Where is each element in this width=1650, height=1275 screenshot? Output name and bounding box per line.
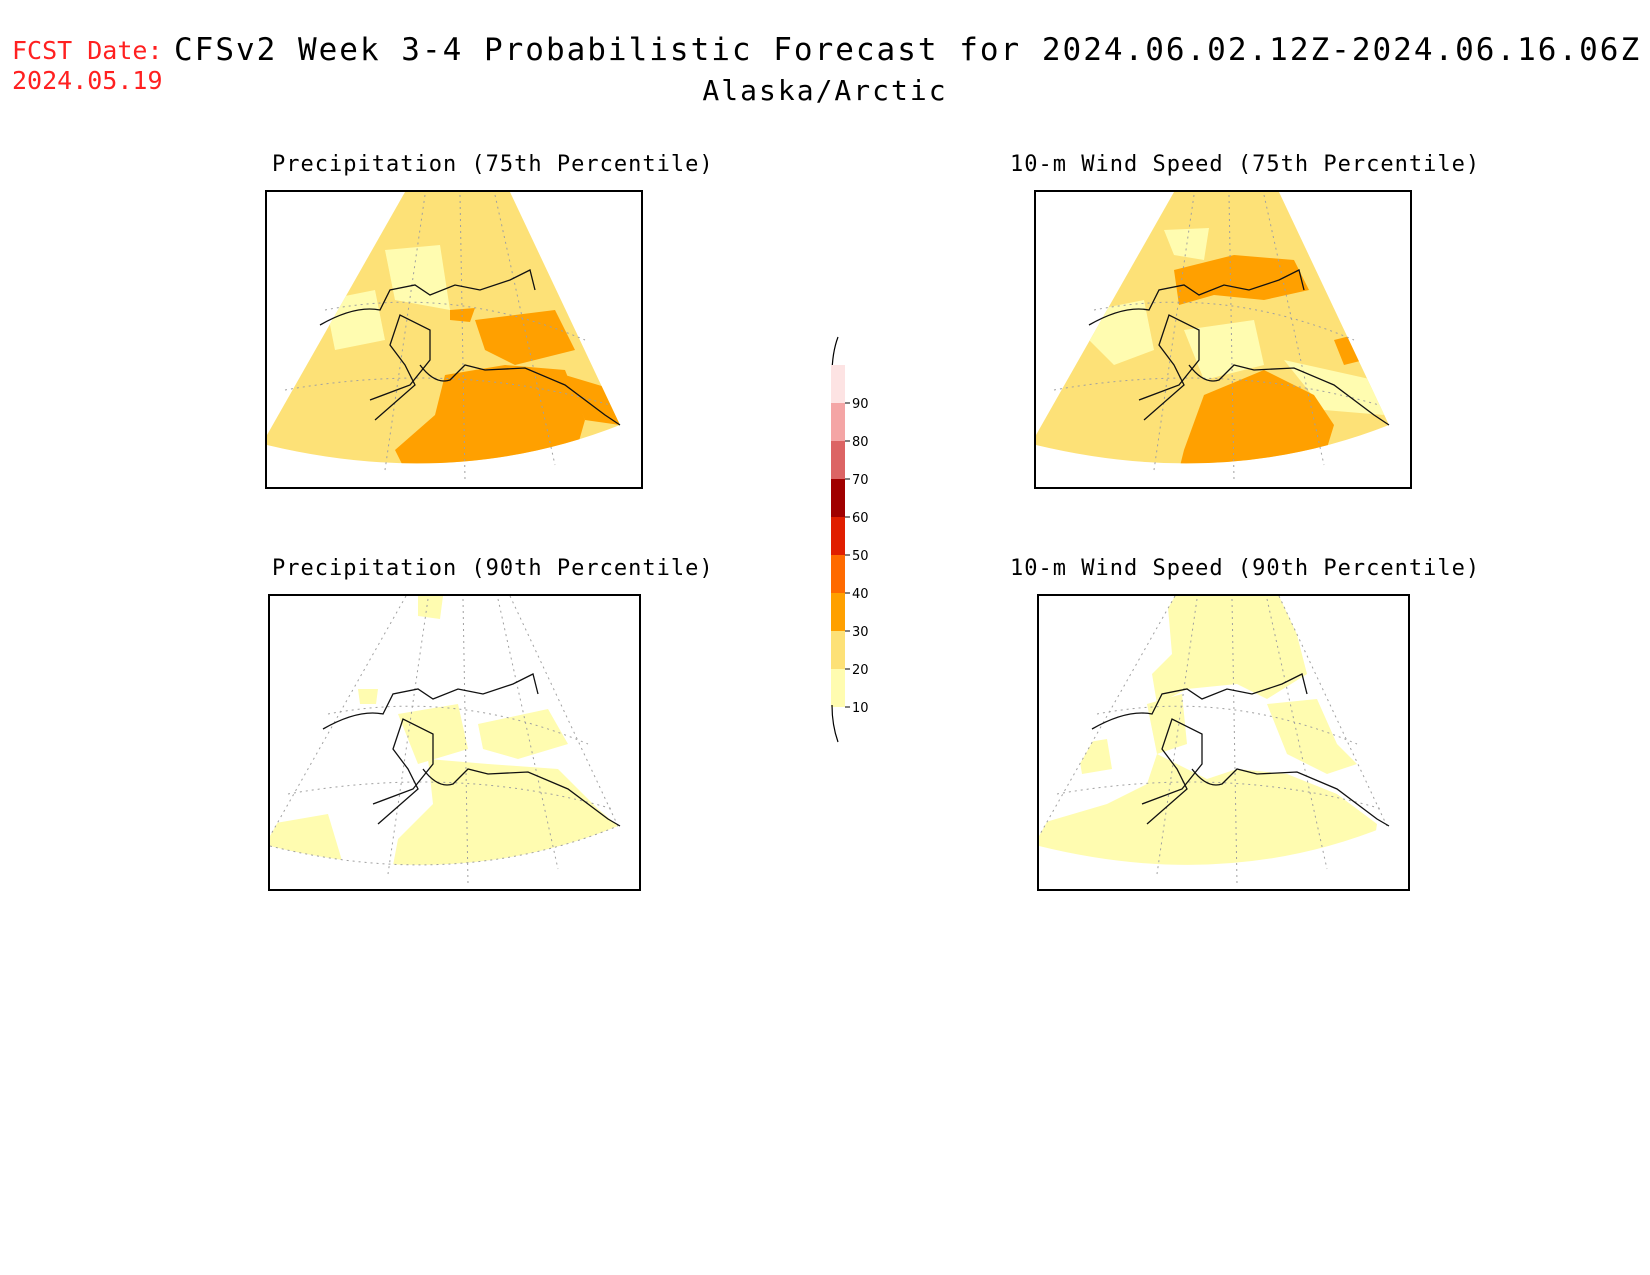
colorbar-tick-label: 20 xyxy=(852,663,869,678)
fill-light-area xyxy=(478,709,568,759)
panel-title-precip-75: Precipitation (75th Percentile) xyxy=(272,152,714,177)
fill-high-area xyxy=(475,310,575,365)
fill-light-area xyxy=(1184,320,1264,380)
fill-light-area xyxy=(1152,596,1307,704)
colorbar-tick-label: 60 xyxy=(852,511,869,526)
colorbar-swatch-90-100 xyxy=(831,365,845,403)
map-precip-75 xyxy=(265,190,643,489)
fill-light-area xyxy=(418,596,443,619)
fill-high-area xyxy=(1174,255,1309,305)
fill-light-area xyxy=(1147,694,1187,754)
colorbar-labels: 90 80 70 60 50 40 30 20 10 xyxy=(845,397,869,716)
colorbar-swatch-10-20 xyxy=(831,669,845,707)
coastline xyxy=(322,673,621,827)
fill-light-area xyxy=(325,290,385,350)
map-frame xyxy=(1037,594,1410,891)
forecast-date-value: 2024.05.19 xyxy=(12,66,163,95)
graticule-line xyxy=(384,194,426,471)
panel-title-precip-90: Precipitation (90th Percentile) xyxy=(272,556,714,581)
graticule-line xyxy=(1263,194,1325,466)
colorbar: 90 80 70 60 50 40 30 20 10 xyxy=(831,336,869,743)
forecast-date-label: FCST Date: xyxy=(12,36,163,65)
fan-arc xyxy=(269,825,619,866)
colorbar-swatch-70-80 xyxy=(831,441,845,479)
colorbar-swatch-30-40 xyxy=(831,593,845,631)
fill-light-area xyxy=(358,689,378,704)
colorbar-bottom-arrow xyxy=(831,704,839,743)
map-wind-75 xyxy=(1034,190,1412,489)
coastline xyxy=(319,269,621,426)
colorbar-tick-label: 50 xyxy=(852,549,869,564)
colorbar-swatches xyxy=(831,365,845,707)
colorbar-swatch-20-30 xyxy=(831,631,845,669)
colorbar-swatch-50-60 xyxy=(831,517,845,555)
fill-light-area xyxy=(1267,699,1357,774)
figure-subtitle: Alaska/Arctic xyxy=(702,74,948,107)
map-precip-90 xyxy=(268,594,641,891)
colorbar-tick-label: 80 xyxy=(852,435,869,450)
map-frame xyxy=(1034,190,1412,489)
coastline xyxy=(1088,269,1390,426)
graticule-line xyxy=(497,598,559,870)
graticule-line xyxy=(1156,598,1198,875)
fill-light-area xyxy=(1077,739,1112,774)
panel-title-wind-75: 10-m Wind Speed (75th Percentile) xyxy=(1010,152,1481,177)
graticule-line xyxy=(1266,598,1328,870)
map-frame xyxy=(265,190,643,489)
colorbar-tick-label: 70 xyxy=(852,473,869,488)
fan-edge xyxy=(509,595,619,827)
figure-title: CFSv2 Week 3-4 Probabilistic Forecast fo… xyxy=(174,32,1642,68)
fan-edge xyxy=(1278,595,1388,827)
colorbar-tick-label: 10 xyxy=(852,701,869,716)
colorbar-swatch-80-90 xyxy=(831,403,845,441)
fan-edge xyxy=(1038,595,1176,837)
graticule-line xyxy=(387,598,429,875)
panel-title-wind-90: 10-m Wind Speed (90th Percentile) xyxy=(1010,556,1481,581)
graticule-line xyxy=(1153,194,1195,471)
forecast-date-block: FCST Date: 2024.05.19 xyxy=(12,36,163,96)
map-wind-90 xyxy=(1037,594,1410,891)
fan-edge xyxy=(269,595,407,837)
colorbar-tick-label: 30 xyxy=(852,625,869,640)
colorbar-tick-label: 40 xyxy=(852,587,869,602)
colorbar-swatch-60-70 xyxy=(831,479,845,517)
colorbar-swatch-40-50 xyxy=(831,555,845,593)
map-frame xyxy=(268,594,641,891)
colorbar-tick-label: 90 xyxy=(852,397,869,412)
graticule-line xyxy=(494,194,556,466)
coastline xyxy=(1091,673,1390,827)
